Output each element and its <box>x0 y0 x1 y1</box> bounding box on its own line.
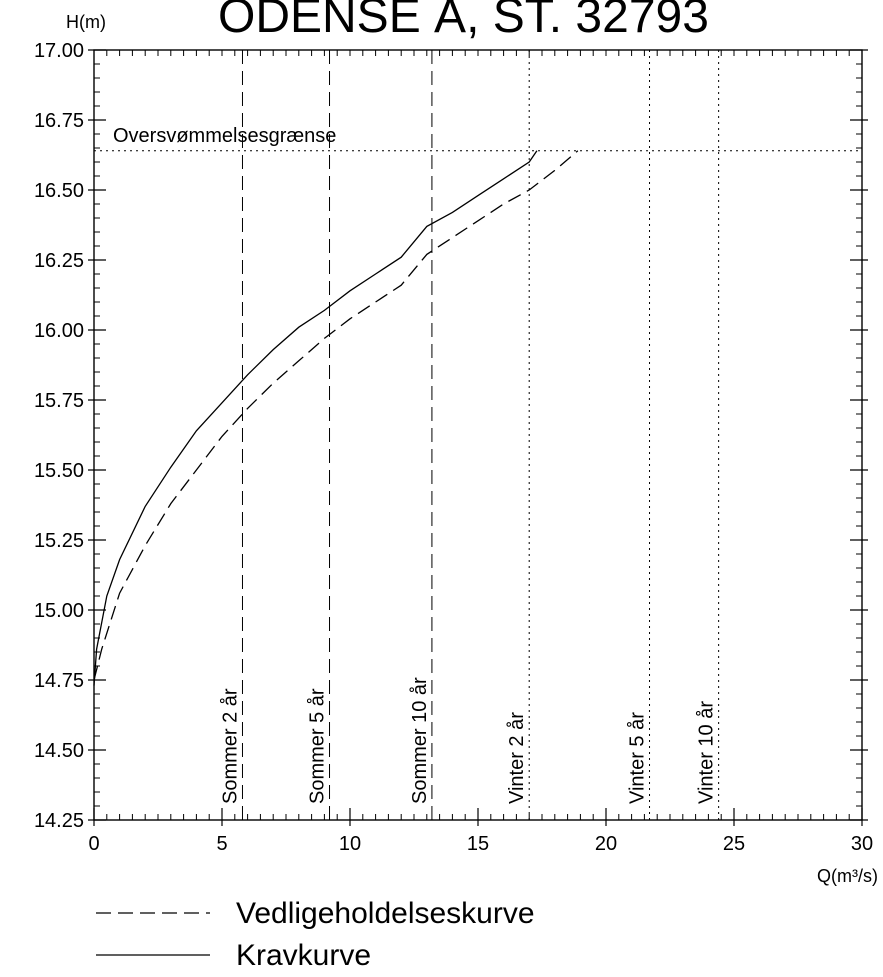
x-tick-label: 10 <box>339 833 361 855</box>
x-tick-label: 0 <box>88 833 99 855</box>
vedligeholdelseskurve-line <box>93 150 579 681</box>
x-axis-label: Q(m³/s) <box>817 866 878 886</box>
x-tick-label: 15 <box>467 833 489 855</box>
reference-line-label: Vinter 5 år <box>627 712 649 804</box>
reference-line-label: Sommer 2 år <box>219 688 241 804</box>
reference-line-label: Vinter 2 år <box>506 712 528 804</box>
legend-label-vedligeholdelseskurve: Vedligeholdelseskurve <box>236 897 535 930</box>
y-tick-label: 16.75 <box>34 110 84 132</box>
x-tick-label: 5 <box>216 833 227 855</box>
y-tick-label: 14.25 <box>34 810 84 832</box>
reference-line-label: Vinter 10 år <box>696 701 718 804</box>
y-tick-label: 14.50 <box>34 740 84 762</box>
minor-ticks <box>93 49 863 821</box>
y-tick-label: 16.50 <box>34 180 84 202</box>
chart-title: ODENSE Å, ST. 32793 <box>218 0 709 43</box>
y-axis-label: H(m) <box>66 12 106 32</box>
x-tick-label: 30 <box>851 833 873 855</box>
x-tick-label: 20 <box>595 833 617 855</box>
plot-frame <box>93 49 863 821</box>
y-tick-label: 15.00 <box>34 600 84 622</box>
y-tick-label: 17.00 <box>34 40 84 62</box>
y-tick-label: 15.75 <box>34 390 84 412</box>
reference-line-label: Sommer 5 år <box>307 688 329 804</box>
y-tick-label: 16.00 <box>34 320 84 342</box>
chart-content: 0 5 10 15 20 25 30 14.25 14.50 14.75 15.00 15.25 15.… <box>34 40 873 855</box>
y-tick-label: 15.25 <box>34 530 84 552</box>
x-tick-label: 25 <box>723 833 745 855</box>
kravkurve-line <box>93 150 538 686</box>
y-tick-label: 14.75 <box>34 670 84 692</box>
y-tick-label: 15.50 <box>34 460 84 482</box>
y-tick-label: 16.25 <box>34 250 84 272</box>
legend-label-kravkurve: Kravkurve <box>236 939 371 972</box>
flood-level-label: Oversvømmelsesgrænse <box>113 125 336 147</box>
reference-line-label: Sommer 10 år <box>409 677 431 804</box>
